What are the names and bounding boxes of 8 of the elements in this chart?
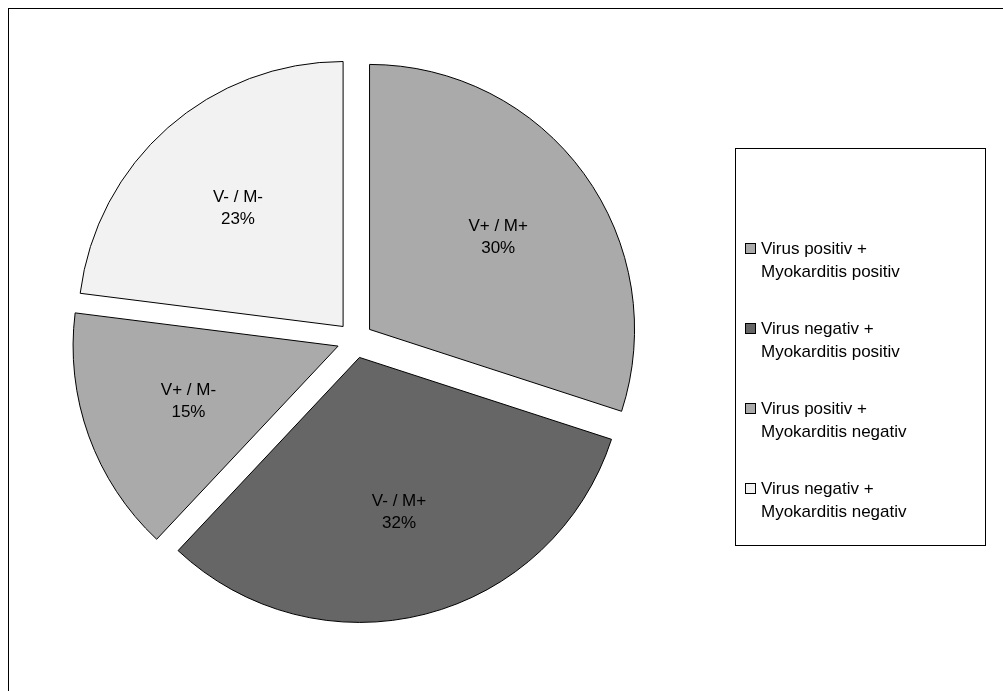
legend-label: Virus positiv + Myokarditis positiv xyxy=(761,239,901,281)
data-label: V- / M+ 32% xyxy=(371,491,427,533)
legend-label: Virus negativ + Myokarditis negativ xyxy=(761,479,907,521)
data-label: V- / M- 23% xyxy=(212,187,263,229)
data-label: V+ / M- 15% xyxy=(160,379,217,421)
legend-label: Virus positiv + Myokarditis negativ xyxy=(761,399,907,441)
legend-label: Virus negativ + Myokarditis positiv xyxy=(761,319,901,361)
data-label: V+ / M+ 30% xyxy=(468,215,529,257)
